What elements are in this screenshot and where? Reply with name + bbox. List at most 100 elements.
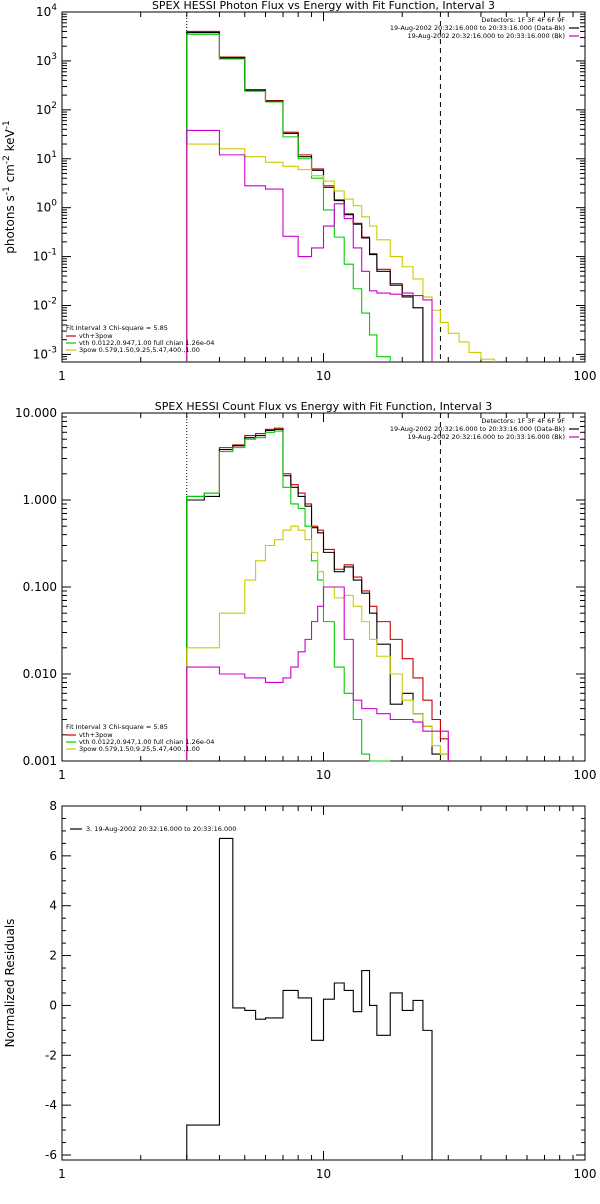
x-tick-label: 100 <box>574 1167 597 1181</box>
y-axis-label-exponent: -2 <box>2 155 12 164</box>
y-tick-label: 6 <box>49 849 57 863</box>
legend-title: Fit Interval 3 Chi-square = 5.85 <box>66 723 168 731</box>
y-tick-label: 0.010 <box>23 667 57 681</box>
y-tick-exponent: -2 <box>48 297 57 307</box>
y-tick-label: 100 <box>36 199 57 215</box>
y-tick-base: 0.001 <box>23 754 57 768</box>
y-tick-label: 8 <box>49 799 57 813</box>
header-line: 19-Aug-2002 20:32:16.000 to 20:33:16.000… <box>408 433 565 441</box>
y-tick-label: 0 <box>49 998 57 1012</box>
header-line: 19-Aug-2002 20:32:16.000 to 20:33:16.000… <box>390 425 565 433</box>
y-tick-label: 10.000 <box>15 406 57 420</box>
series-group <box>186 30 495 362</box>
histogram-series-1 <box>186 427 449 761</box>
x-tick-label: 10 <box>316 768 331 782</box>
y-tick-label: 10-2 <box>33 297 57 313</box>
histogram-series-4 <box>186 525 449 761</box>
y-tick-base: 10 <box>33 250 48 264</box>
x-tick-label: 100 <box>574 369 597 383</box>
legend-entry: 3pow 0.579,1.50,9.25,5.47,400.,1.00 <box>79 346 200 354</box>
y-axis-label-text: cm <box>3 164 17 186</box>
y-tick-exponent: -3 <box>48 345 57 355</box>
y-tick-base: 10 <box>36 201 51 215</box>
y-tick-label: 10-3 <box>33 345 57 361</box>
plot-2: SPEX HESSI Count Flux vs Energy with Fit… <box>15 400 596 782</box>
y-tick-base: 4 <box>49 899 57 913</box>
legend-entry: vth 0.0122,0.947,1.00 full chian 1.26e-0… <box>79 339 214 347</box>
y-tick-base: 10 <box>36 5 51 19</box>
y-axis-label-text: keV <box>3 128 17 155</box>
header-line: Detectors: 1F 3F 4F 6F 9F <box>481 16 565 24</box>
y-tick-exponent: 2 <box>51 101 57 111</box>
y-axis-label-text: Normalized Residuals <box>3 919 17 1048</box>
plot-1: SPEX HESSI Photon Flux vs Energy with Fi… <box>2 0 596 383</box>
y-axis-label-exponent: -1 <box>2 186 12 195</box>
x-tick-label: 1 <box>58 369 66 383</box>
y-tick-base: 10 <box>36 103 51 117</box>
header-line: Detectors: 1F 3F 4F 6F 9F <box>481 417 565 425</box>
y-tick-base: -6 <box>45 1148 57 1162</box>
y-tick-base: -2 <box>45 1048 57 1062</box>
y-tick-label: 103 <box>36 52 57 68</box>
y-tick-base: 10 <box>36 152 51 166</box>
y-tick-exponent: 4 <box>51 3 57 13</box>
legend-entry: vth+3pow <box>79 332 113 340</box>
header-line: 19-Aug-2002 20:32:16.000 to 20:33:16.000… <box>408 32 565 40</box>
y-tick-label: 101 <box>36 150 57 166</box>
x-tick-label: 1 <box>58 768 66 782</box>
legend-entry: vth+3pow <box>79 731 113 739</box>
series-group <box>186 427 449 762</box>
histogram-series-3 <box>186 430 391 762</box>
y-tick-label: 4 <box>49 899 57 913</box>
header-line: 19-Aug-2002 20:32:16.000 to 20:33:16.000… <box>390 24 565 32</box>
x-tick-label: 1 <box>58 1167 66 1181</box>
legend-entry: vth 0.0122,0.947,1.00 full chian 1.26e-0… <box>79 738 214 746</box>
histogram-series-3 <box>186 33 391 362</box>
y-tick-label: 2 <box>49 949 57 963</box>
histogram-series-2 <box>186 428 449 761</box>
series-group <box>186 837 441 1161</box>
histogram-series-1 <box>186 837 441 1161</box>
histogram-series-5 <box>186 129 433 362</box>
legend-entry: 3pow 0.579,1.50,9.25,5.47,400.,1.00 <box>79 745 200 753</box>
y-axis-label-text: photons s <box>3 195 17 254</box>
y-tick-label: 104 <box>36 3 57 19</box>
y-tick-label: 102 <box>36 101 57 117</box>
y-tick-label: 10-1 <box>33 248 57 264</box>
y-axis-label: Normalized Residuals <box>3 919 17 1048</box>
y-tick-base: 1.000 <box>23 493 57 507</box>
plot-frame <box>61 805 586 1161</box>
y-tick-base: 10 <box>33 299 48 313</box>
x-tick-label: 10 <box>316 1167 331 1181</box>
y-tick-base: 8 <box>49 799 57 813</box>
y-tick-base: 10.000 <box>15 406 57 420</box>
y-tick-base: 0 <box>49 998 57 1012</box>
histogram-series-5 <box>186 586 449 761</box>
y-tick-base: 0.100 <box>23 580 57 594</box>
y-tick-base: -4 <box>45 1098 57 1112</box>
y-tick-base: 10 <box>33 347 48 361</box>
x-tick-label: 100 <box>574 768 597 782</box>
y-tick-label: 0.100 <box>23 580 57 594</box>
y-tick-exponent: 1 <box>51 150 57 160</box>
y-tick-base: 2 <box>49 949 57 963</box>
y-tick-label: -2 <box>45 1048 57 1062</box>
y-tick-exponent: -1 <box>48 248 57 258</box>
y-tick-label: 1.000 <box>23 493 57 507</box>
legend-entry: 3. 19-Aug-2002 20:32:16.000 to 20:33:16.… <box>86 825 236 833</box>
legend-title: Fit Interval 3 Chi-square = 5.85 <box>66 324 168 332</box>
y-tick-label: -6 <box>45 1148 57 1162</box>
plot-title: SPEX HESSI Photon Flux vs Energy with Fi… <box>152 0 495 12</box>
y-tick-base: 10 <box>36 54 51 68</box>
y-tick-base: 6 <box>49 849 57 863</box>
y-tick-exponent: 3 <box>51 52 57 62</box>
x-tick-label: 10 <box>316 369 331 383</box>
y-tick-label: 0.001 <box>23 754 57 768</box>
y-axis-label-exponent: -1 <box>2 120 12 129</box>
y-tick-base: 0.010 <box>23 667 57 681</box>
histogram-series-2 <box>186 32 424 362</box>
plot-title: SPEX HESSI Count Flux vs Energy with Fit… <box>155 400 492 413</box>
histogram-series-1 <box>186 30 424 362</box>
